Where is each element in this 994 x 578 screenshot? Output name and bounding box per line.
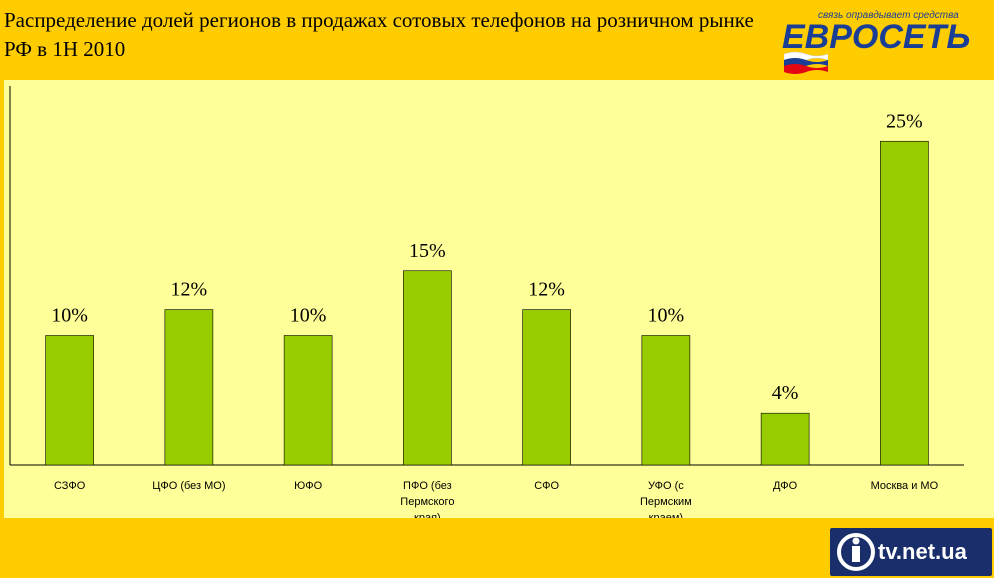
data-label-6: 4%: [772, 382, 799, 404]
watermark: tv.net.ua: [830, 528, 992, 576]
bar-6: [760, 412, 810, 466]
tv-logo-icon: [837, 533, 875, 571]
data-label-1: 12%: [171, 279, 208, 301]
data-label-4: 12%: [528, 279, 565, 301]
bar-2: [283, 335, 333, 466]
category-label-6: ДФО: [773, 480, 798, 492]
bar-4: [522, 309, 571, 466]
russian-flag-icon: [784, 51, 828, 74]
category-label-5: УФО (с Пермским краем): [640, 480, 692, 518]
brand-logo: связь оправдывает средства ЕВРОСЕТЬ: [778, 6, 990, 76]
data-label-3: 15%: [409, 240, 446, 262]
bar-3: [403, 270, 452, 466]
category-label-2: ЮФО: [294, 480, 322, 492]
logo-wordmark: ЕВРОСЕТЬ: [782, 18, 971, 56]
watermark-text: tv.net.ua: [878, 539, 967, 564]
data-label-7: 25%: [886, 110, 923, 132]
category-label-3: ПФО (без Пермского края): [400, 480, 454, 518]
bar-7: [880, 140, 929, 466]
category-label-0: СЗФО: [54, 480, 86, 492]
bar-0: [45, 335, 94, 466]
data-label-0: 10%: [51, 305, 88, 327]
header: Распределение долей регионов в продажах …: [0, 0, 994, 80]
page-title: Распределение долей регионов в продажах …: [4, 8, 754, 61]
category-label-7: Москва и МО: [871, 480, 939, 492]
logo-slogan: связь оправдывает средства: [818, 10, 959, 21]
chart-plot-area: 10% СЗФО 12% ЦФО (без МО) 10% ЮФО 15% ПФО (без П…: [4, 80, 994, 518]
bar-chart: 10% СЗФО 12% ЦФО (без МО) 10% ЮФО 15% ПФО (без П…: [9, 86, 964, 518]
category-label-4: СФО: [534, 480, 559, 492]
footer-band: [0, 518, 994, 578]
data-label-5: 10%: [648, 305, 685, 327]
bar-5: [641, 335, 691, 466]
bar-1: [164, 309, 214, 466]
category-label-1: ЦФО (без МО): [152, 480, 225, 492]
data-label-2: 10%: [290, 305, 327, 327]
